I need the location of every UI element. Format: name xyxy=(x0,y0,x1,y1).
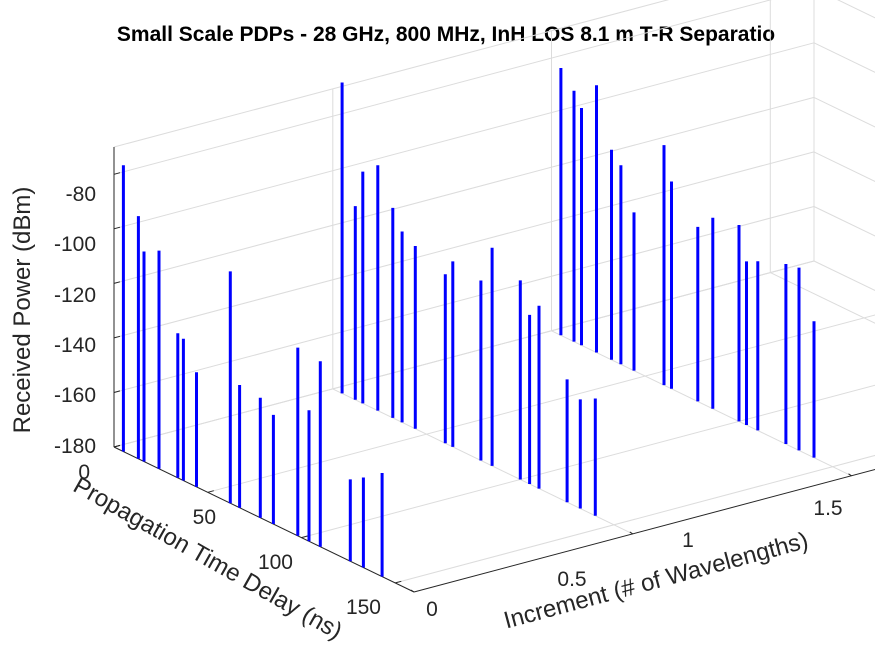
grid-line xyxy=(551,330,852,477)
delay-axis-ticks: 0 50 100 150 xyxy=(78,461,381,619)
z-axis-label: Received Power (dBm) xyxy=(9,187,36,434)
grid-line xyxy=(813,42,875,73)
chart-title: Small Scale PDPs - 28 GHz, 800 MHz, InH … xyxy=(117,23,775,46)
increment-tick-mark xyxy=(629,531,634,535)
grid-line xyxy=(837,0,875,19)
delay-tick-label: 50 xyxy=(193,506,216,529)
grid-line xyxy=(113,96,815,284)
z-tick-label: -180 xyxy=(54,435,96,458)
grid-line xyxy=(113,260,815,448)
z-tick-mark xyxy=(113,281,121,284)
increment-axis-line xyxy=(413,468,875,593)
delay-tick-mark xyxy=(301,535,308,539)
grid-line xyxy=(395,454,875,584)
delay-axis-label: Propagation Time Delay (ns) xyxy=(69,472,347,645)
increment-tick-mark xyxy=(410,589,415,593)
z-tick-mark xyxy=(113,172,121,175)
delay-tick-mark xyxy=(395,580,402,584)
increment-axis-ticks: 0 0.5 1 1.5 xyxy=(426,497,842,621)
delay-tick-mark xyxy=(113,444,121,448)
grid-line xyxy=(113,151,815,339)
z-tick-label: -120 xyxy=(54,284,96,307)
increment-tick-label: 1 xyxy=(682,529,694,552)
grid-line xyxy=(113,0,772,175)
grid-line xyxy=(113,206,815,393)
z-tick-mark xyxy=(113,335,121,339)
delay-tick-label: 100 xyxy=(258,551,293,574)
grid-line xyxy=(813,206,875,237)
increment-tick-mark xyxy=(848,473,852,477)
z-tick-mark xyxy=(113,226,121,230)
grid-line xyxy=(770,272,875,324)
increment-tick-label: 0 xyxy=(426,598,438,621)
increment-axis-label: Increment (# of Wavelengths) xyxy=(501,527,811,634)
grid-line xyxy=(813,151,875,182)
delay-axis-line xyxy=(113,446,415,593)
delay-tick-label: 0 xyxy=(78,461,90,484)
z-tick-label: -80 xyxy=(66,183,96,206)
axes-grid xyxy=(113,0,875,593)
increment-tick-label: 1.5 xyxy=(813,497,842,520)
grid-line xyxy=(813,260,875,292)
z-axis-ticks: -80 -100 -120 -140 -160 -180 xyxy=(54,183,96,458)
grid-line xyxy=(207,314,875,493)
grid-line xyxy=(814,0,875,106)
z-tick-label: -100 xyxy=(54,233,96,256)
delay-tick-label: 150 xyxy=(346,596,381,619)
grid-line xyxy=(113,0,670,148)
delay-tick-mark xyxy=(207,490,214,493)
stem-series xyxy=(121,68,816,577)
increment-tick-label: 0.5 xyxy=(557,568,586,591)
grid-line xyxy=(332,388,634,535)
z-tick-label: -140 xyxy=(54,334,96,357)
grid-line xyxy=(813,96,875,128)
z-tick-mark xyxy=(113,390,121,393)
z-tick-label: -160 xyxy=(54,384,96,407)
grid-line xyxy=(113,42,815,230)
grid-line xyxy=(301,384,875,539)
